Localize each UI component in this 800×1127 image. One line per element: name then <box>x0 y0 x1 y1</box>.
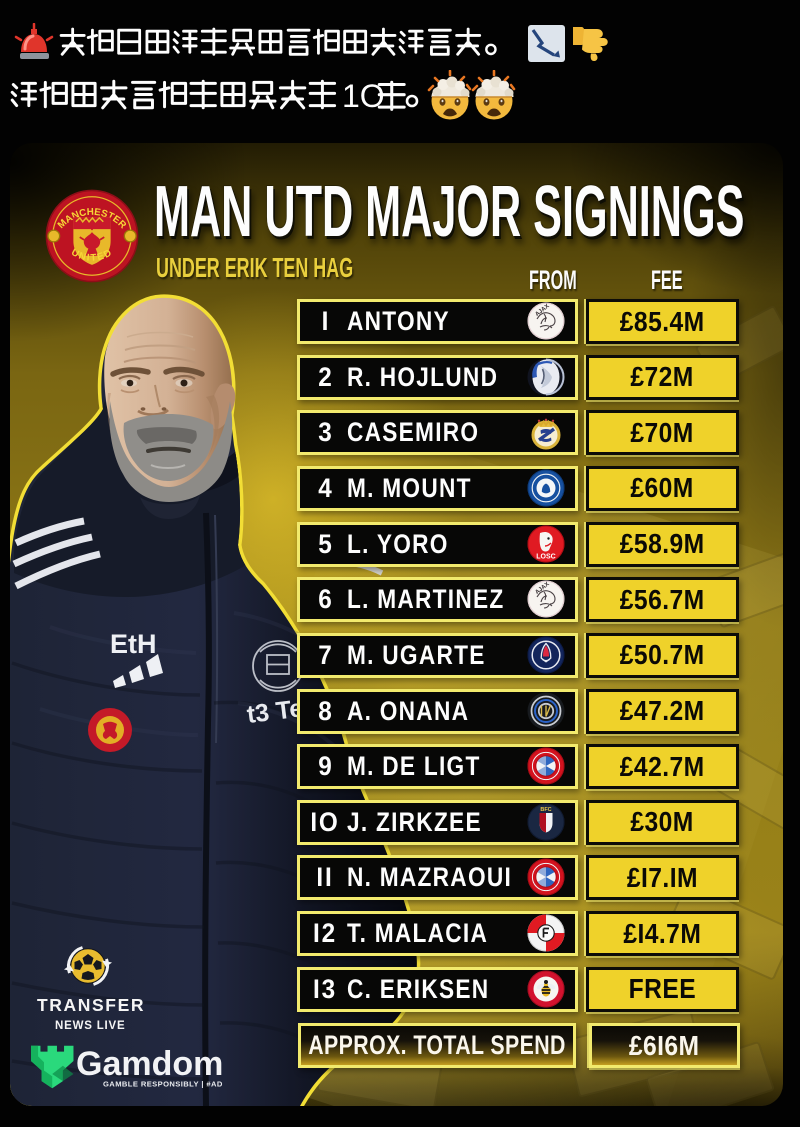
svg-text:GAMBLE RESPONSIBLY | #AD: GAMBLE RESPONSIBLY | #AD <box>103 1080 223 1089</box>
svg-text:UNITED: UNITED <box>69 247 115 264</box>
svg-text:Gamdom: Gamdom <box>76 1045 223 1083</box>
svg-text:NEWS LIVE: NEWS LIVE <box>55 1020 125 1032</box>
svg-text:t3 Te: t3 Te <box>245 694 305 729</box>
svg-text:BFC: BFC <box>540 807 551 813</box>
svg-text:EtH: EtH <box>110 629 157 659</box>
svg-text:LOSC: LOSC <box>536 553 555 560</box>
svg-text:TRANSFER: TRANSFER <box>37 995 145 1015</box>
